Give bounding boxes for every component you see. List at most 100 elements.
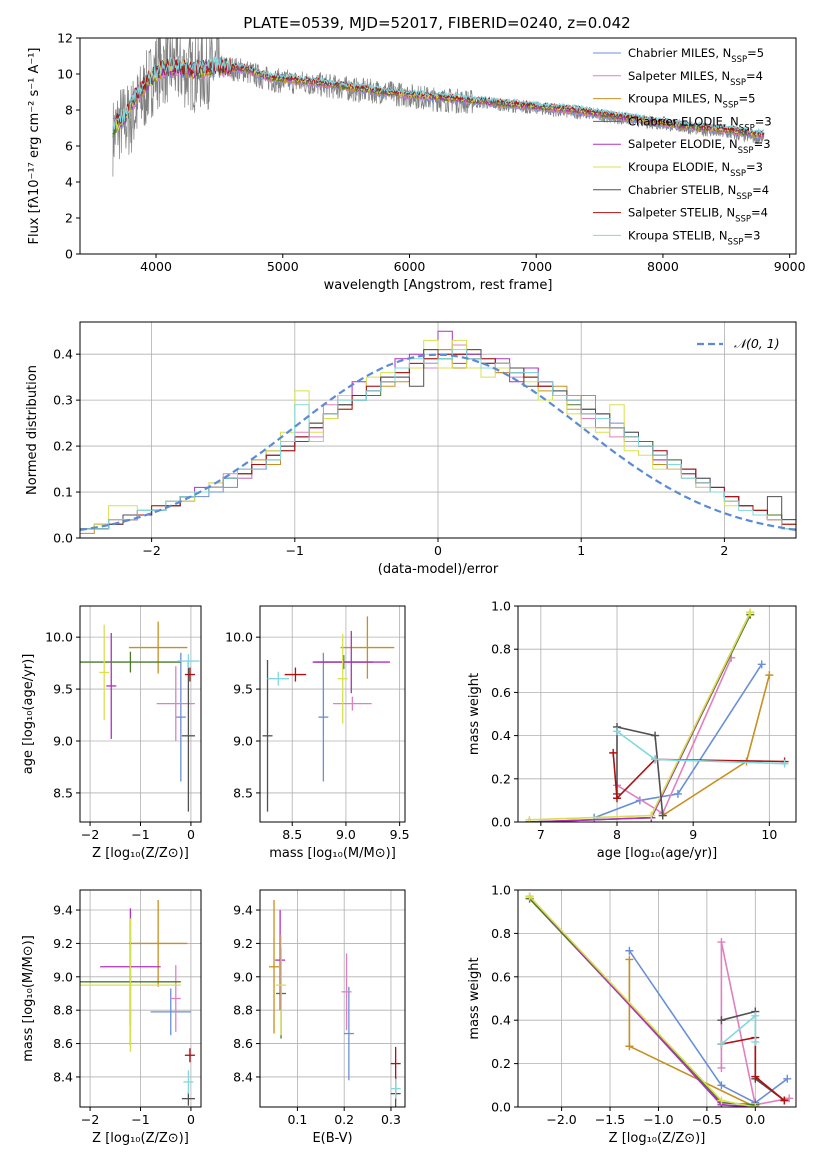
legend-entry: Chabrier STELIB, NSSP=4 <box>628 183 769 202</box>
y-tick-label: 0.6 <box>491 685 511 700</box>
errorbar-point <box>390 1078 401 1099</box>
errorbar-point <box>275 910 286 1011</box>
plus-marker <box>751 1103 760 1107</box>
legend-entry: Chabrier MILES, NSSP=5 <box>628 46 764 65</box>
plus-marker <box>751 1037 760 1046</box>
y-axis-label: mass weight <box>467 957 482 1039</box>
legend-entry: Salpeter MILES, NSSP=4 <box>628 69 763 88</box>
plus-marker <box>613 794 622 803</box>
x-tick-label: 0 <box>187 1112 195 1127</box>
y-tick-label: 9.0 <box>53 969 73 984</box>
weight-series-line <box>628 959 756 1107</box>
x-tick-label: −2 <box>81 1112 99 1127</box>
plot-area <box>80 621 200 812</box>
plus-marker <box>658 811 667 820</box>
x-tick-label: 9 <box>689 827 697 842</box>
plus-marker <box>765 671 774 680</box>
age-vs-Z-panel: −2 −1 0 8.5 9.0 9.5 10.0 Z [log₁₀(Z/Z⊙)] age [lo… <box>21 605 202 861</box>
errorbar-point <box>284 667 307 682</box>
x-tick-label: −2 <box>142 543 160 558</box>
x-tick-label: 8.5 <box>282 827 302 842</box>
plus-marker <box>647 811 656 820</box>
x-axis-label: Z [log₁₀(Z/Z⊙)] <box>609 1131 706 1146</box>
x-tick-label: 0.3 <box>381 1112 401 1127</box>
legend-entry: Salpeter ELODIE, NSSP=3 <box>628 137 771 156</box>
errorbar-point <box>183 1070 194 1094</box>
plus-marker <box>525 892 534 901</box>
errorbar-point <box>80 651 181 673</box>
legend-entry: Kroupa ELODIE, NSSP=3 <box>628 160 763 179</box>
y-tick-label: 8.4 <box>233 1069 253 1084</box>
errorbar-point <box>184 667 195 682</box>
y-tick-label: 0 <box>65 247 73 262</box>
plus-marker <box>609 748 618 757</box>
weight-series-line <box>529 612 752 821</box>
y-tick-label: 0.6 <box>491 969 511 984</box>
y-tick-label: 1.0 <box>491 883 511 898</box>
errorbar-point <box>340 616 395 679</box>
y-axis-label: mass [log₁₀(M/M⊙)] <box>21 935 36 1062</box>
x-tick-label: −1 <box>286 543 304 558</box>
weight-series-line <box>612 752 785 801</box>
errorbar-point <box>150 988 191 1036</box>
x-tick-label: −2.0 <box>546 1112 576 1127</box>
y-tick-label: 0.0 <box>53 531 73 546</box>
plus-marker <box>717 1040 726 1049</box>
errorbar-point <box>184 1048 195 1063</box>
y-tick-label: 10.0 <box>45 630 73 645</box>
plus-marker <box>751 1011 760 1020</box>
y-tick-label: 9.0 <box>53 734 73 749</box>
y-tick-label: 8.5 <box>233 785 253 800</box>
y-tick-label: 0.0 <box>491 815 511 830</box>
x-tick-label: 0.0 <box>745 1112 765 1127</box>
weight-series-line <box>616 725 664 816</box>
x-axis-label: mass [log₁₀(M/M⊙)] <box>269 846 396 861</box>
y-tick-label: 0.2 <box>53 439 73 454</box>
x-tick-label: 2 <box>720 543 728 558</box>
x-tick-label: 7 <box>537 827 545 842</box>
plus-marker <box>717 1096 726 1105</box>
plus-marker <box>673 789 682 798</box>
plus-marker <box>717 1016 726 1025</box>
axes-frame <box>259 889 406 1108</box>
x-tick-label: 10 <box>761 827 777 842</box>
x-tick-label: 5000 <box>267 259 299 274</box>
residuals-panel: −2 −1 0 1 2 0.0 0.1 0.2 0.3 0.4 (data-model)/error… <box>25 321 797 577</box>
y-tick-label: 8 <box>65 103 73 118</box>
x-tick-label: 0 <box>187 827 195 842</box>
axes-frame <box>259 605 406 823</box>
x-tick-label: 1 <box>577 543 585 558</box>
plus-marker <box>757 660 766 669</box>
x-axis-label: age [log₁₀(age/yr)] <box>597 846 718 861</box>
errorbar-point <box>267 671 289 686</box>
errorbar-point <box>318 652 329 782</box>
errorbar-point <box>128 621 188 674</box>
y-tick-label: 9.5 <box>53 682 73 697</box>
errorbar-point <box>337 634 348 724</box>
plus-marker <box>783 1074 792 1083</box>
mass-vs-ebv-panel: 0.1 0.2 0.3 8.4 8.6 8.8 9.0 9.2 9.4 E(B-V) <box>233 889 406 1146</box>
y-tick-label: 9.0 <box>233 734 253 749</box>
errorbar-point <box>170 965 181 1032</box>
y-tick-label: 0.4 <box>491 728 511 743</box>
plus-marker <box>613 727 622 736</box>
axes-frame <box>517 605 797 823</box>
legend-entry: Salpeter STELIB, NSSP=4 <box>628 206 768 225</box>
errorbar-point <box>128 900 188 987</box>
plus-marker <box>625 955 634 964</box>
y-tick-label: 0.2 <box>491 771 511 786</box>
y-axis-label: mass weight <box>467 673 482 755</box>
x-tick-label: −2 <box>81 827 99 842</box>
plot-area <box>80 330 796 534</box>
plus-marker <box>785 1094 794 1103</box>
y-tick-label: 9.4 <box>233 903 253 918</box>
errorbar-point <box>175 652 186 782</box>
errorbar-point <box>177 654 200 669</box>
x-tick-label: 6000 <box>394 259 426 274</box>
weight-series-line <box>529 612 752 822</box>
y-tick-label: 0.2 <box>491 1056 511 1071</box>
plus-marker <box>625 946 634 955</box>
y-tick-label: 10.0 <box>225 630 253 645</box>
weight-series-line <box>721 1036 785 1102</box>
plus-marker <box>780 759 789 768</box>
